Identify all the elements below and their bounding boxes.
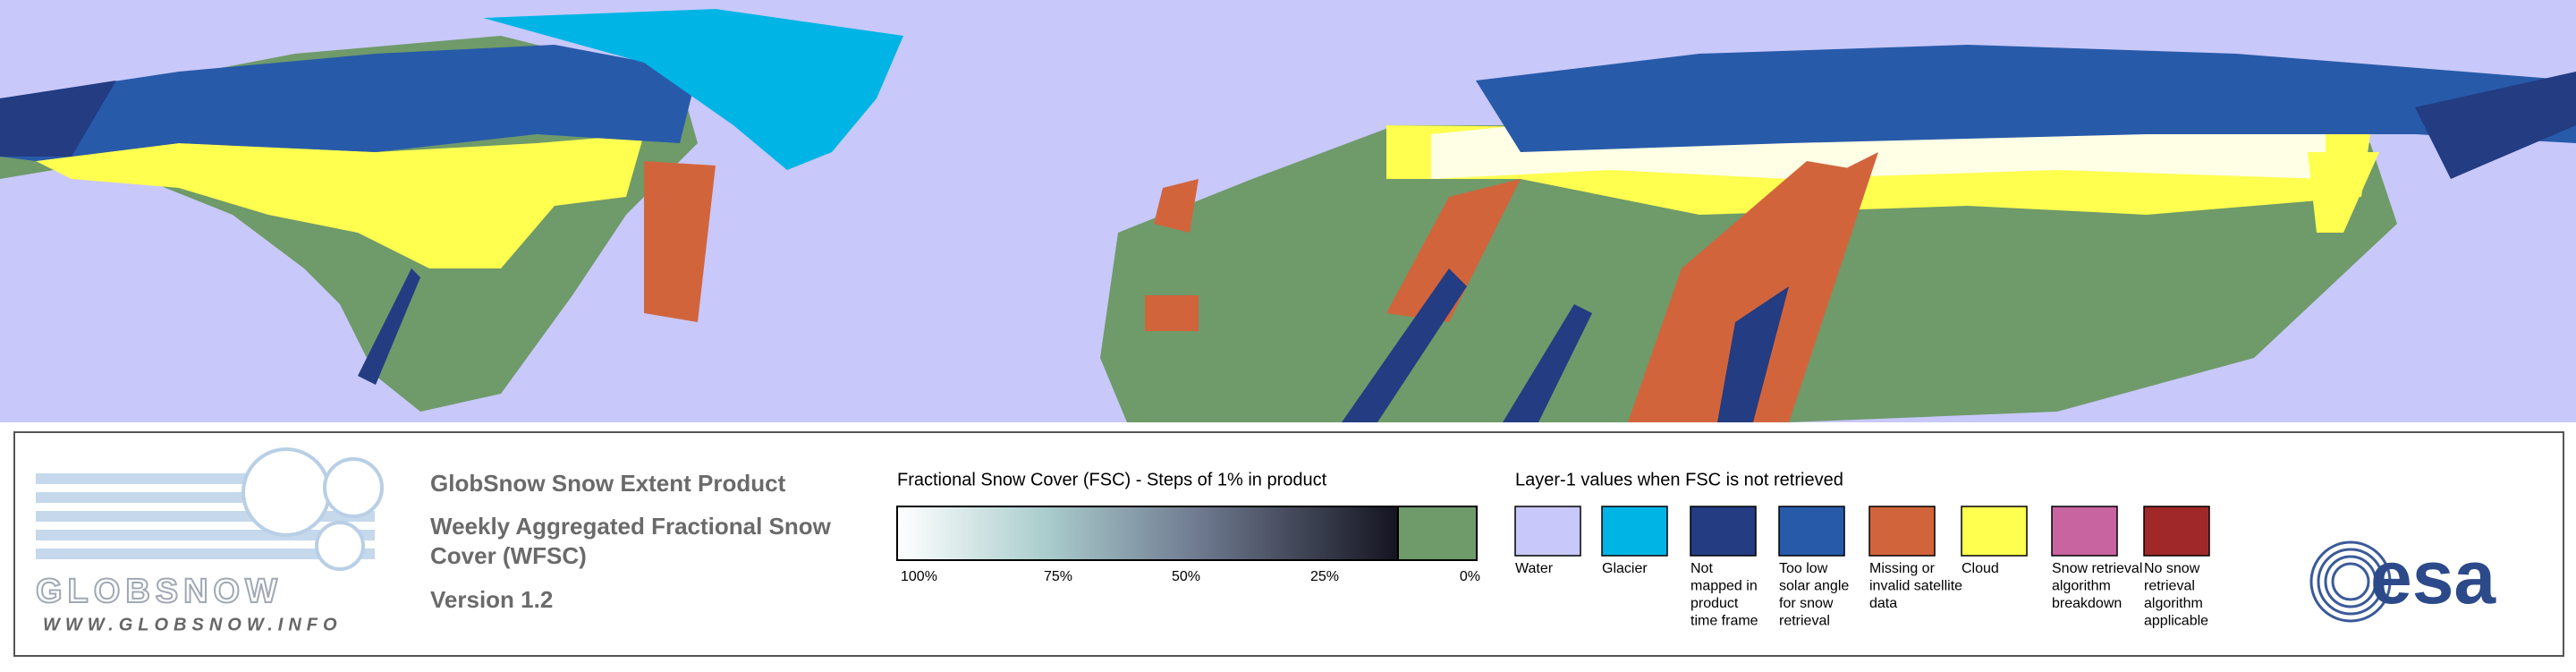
legend-swatch — [1778, 506, 1845, 557]
legend-label: algorithm — [2052, 579, 2111, 594]
legend-label: retrieval — [1779, 614, 1830, 629]
legend-label: No snow — [2144, 561, 2200, 576]
layer1-title: Layer-1 values when FSC is not retrieved — [1515, 470, 1843, 489]
esa-logo — [2309, 540, 2392, 623]
legend-label: product — [1690, 596, 1739, 611]
legend-label: applicable — [2144, 614, 2208, 629]
fsc-label: 100% — [901, 569, 937, 584]
esa-text: esa — [2370, 535, 2496, 619]
legend-swatch — [1690, 506, 1757, 557]
fsc-label: 75% — [1044, 569, 1072, 584]
legend-label: Cloud — [1962, 561, 1999, 576]
legend-label: breakdown — [2052, 596, 2122, 611]
fsc-zero — [1397, 506, 1478, 561]
legend-label: Not — [1690, 561, 1713, 576]
legend-swatch — [2143, 506, 2210, 557]
legend-swatch — [1601, 506, 1668, 557]
legend-swatch — [2051, 506, 2118, 557]
legend-swatch — [1868, 506, 1936, 557]
product-title: GlobSnow Snow Extent Product — [430, 470, 786, 497]
logo-name: GLOBSNOW — [36, 573, 283, 610]
product-subtitle: Weekly Aggregated Fractional Snow Cover (… — [430, 513, 832, 569]
fsc-gradient — [896, 506, 1399, 561]
fsc-label: 0% — [1460, 569, 1480, 584]
version: Version 1.2 — [430, 586, 553, 613]
legend-label: invalid satellite — [1869, 579, 1962, 594]
legend-label: Too low — [1779, 561, 1828, 576]
legend-label: Water — [1515, 561, 1554, 576]
fsc-title: Fractional Snow Cover (FSC) - Steps of 1… — [897, 470, 1327, 489]
fsc-label: 50% — [1172, 569, 1200, 584]
legend-swatch — [1514, 506, 1581, 557]
legend-label: for snow — [1779, 596, 1834, 611]
globsnow-logo — [36, 447, 384, 571]
legend-label: Snow retrieval — [2052, 561, 2142, 576]
legend-label: mapped in — [1690, 579, 1758, 594]
legend-label: Missing or — [1869, 561, 1936, 576]
legend-swatch — [1961, 506, 2028, 557]
legend-label: data — [1869, 596, 1897, 611]
legend-label: solar angle — [1779, 579, 1849, 594]
legend-label: time frame — [1690, 614, 1758, 629]
snow-map — [0, 0, 2576, 422]
legend-label: retrieval — [2144, 579, 2195, 594]
legend-label: algorithm — [2144, 596, 2203, 611]
legend-label: Glacier — [1602, 561, 1648, 576]
fsc-label: 25% — [1310, 569, 1339, 584]
logo-url: WWW.GLOBSNOW.INFO — [43, 615, 343, 634]
